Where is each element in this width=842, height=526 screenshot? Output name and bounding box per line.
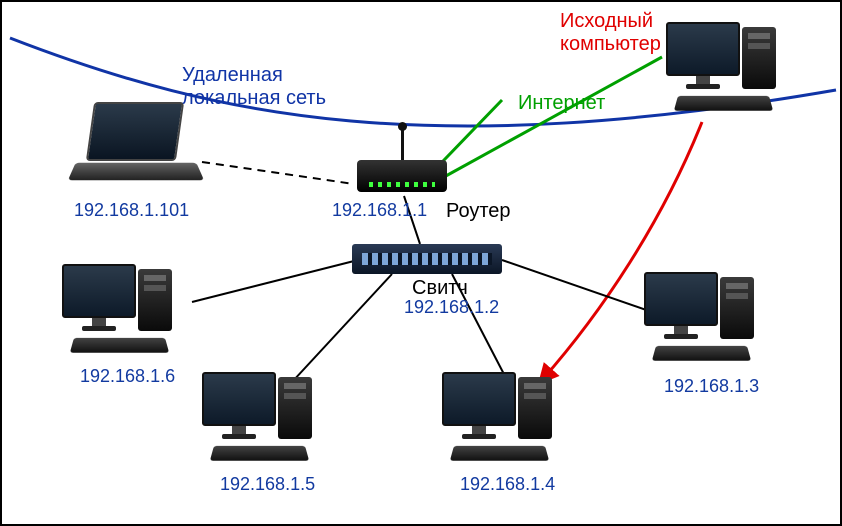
label-remote-lan: Удаленная локальная сеть [182,64,326,110]
network-diagram: Удаленная локальная сеть Исходный компью… [0,0,842,526]
pc5-node [202,372,342,467]
ip-pc4: 192.168.1.4 [460,474,555,495]
pc4-node [442,372,582,467]
ip-router: 192.168.1.1 [332,200,427,221]
pc6-node [62,264,202,359]
ip-pc6: 192.168.1.6 [80,366,175,387]
pc3-node [644,272,784,367]
label-internet: Интернет [518,92,605,115]
source-pc-node [666,22,806,117]
switch-node [352,244,502,274]
label-router: Роутер [446,200,511,223]
ip-pc3: 192.168.1.3 [664,376,759,397]
ip-switch: 192.168.1.2 [404,297,499,318]
ip-laptop: 192.168.1.101 [74,200,189,221]
laptop-node [72,102,202,192]
ip-pc5: 192.168.1.5 [220,474,315,495]
label-source-pc: Исходный компьютер [560,10,661,56]
